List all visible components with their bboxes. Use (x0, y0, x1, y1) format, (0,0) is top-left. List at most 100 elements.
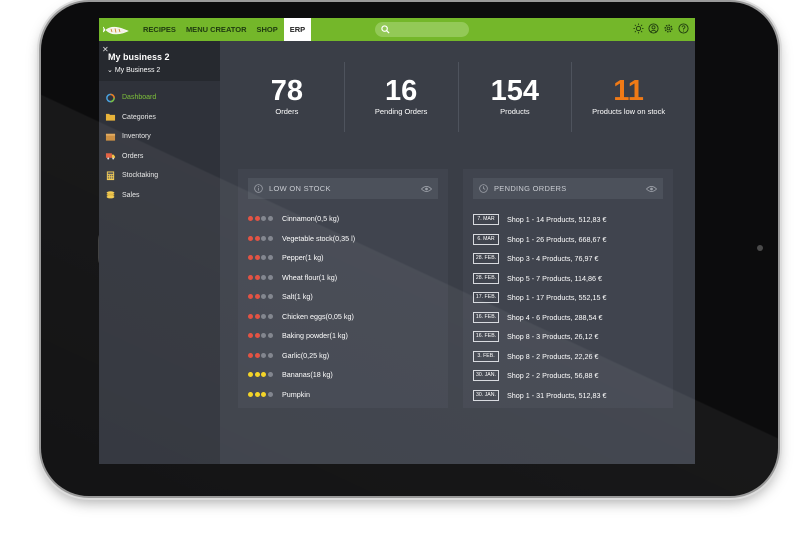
business-selector[interactable]: ⌄ My Business 2 (107, 67, 161, 74)
level-dot (267, 313, 273, 319)
user-icon[interactable] (648, 23, 659, 34)
level-dot (248, 391, 253, 397)
stock-level-indicator (248, 294, 276, 300)
stats-row: 78 Orders 16 Pending Orders 154 Products 11 Pro… (230, 62, 685, 132)
main-nav: RECIPES MENU CREATOR SHOP ERP (139, 18, 313, 41)
list-item[interactable]: Garlic(0,25 kg) (248, 346, 438, 366)
stat-card[interactable]: 78 Orders (230, 62, 344, 132)
pending-orders-list: 7. MAR Shop 1 - 14 Products, 512,83 € 6. M… (473, 210, 668, 405)
list-item[interactable]: Bananas(18 kg) (248, 365, 438, 385)
sidebar-item-label: Sales (122, 191, 140, 199)
stat-card[interactable]: 154 Products (457, 62, 572, 132)
list-item[interactable]: Chicken eggs(0,05 kg) (248, 307, 438, 327)
app-screen: RECIPES MENU CREATOR SHOP ERP (99, 18, 695, 464)
stat-value: 11 (613, 75, 644, 107)
stock-item-name: Bananas(18 kg) (282, 370, 333, 380)
level-dot (254, 313, 260, 319)
level-dot (267, 255, 273, 261)
list-item[interactable]: Vegetable stock(0,35 l) (248, 229, 438, 249)
gear-icon[interactable] (663, 23, 674, 34)
sidebar-item-dashboard[interactable]: Dashboard (99, 88, 220, 108)
date-badge: 30. JAN. (473, 389, 499, 401)
sidebar-item-sales[interactable]: Sales (99, 186, 220, 206)
stat-label: Pending Orders (374, 107, 428, 116)
list-item[interactable]: 30. JAN. Shop 1 - 31 Products, 512,83 € (473, 386, 668, 406)
list-item[interactable]: 16. FEB. Shop 8 - 3 Products, 26,12 € (473, 327, 668, 347)
level-dot (254, 216, 260, 222)
stat-card[interactable]: 16 Pending Orders (343, 62, 458, 132)
list-item[interactable]: Cinnamon(0,5 kg) (248, 209, 438, 229)
stock-level-indicator (248, 255, 276, 261)
level-dot (254, 255, 260, 261)
close-icon[interactable]: ✕ (102, 45, 109, 54)
level-dot (254, 235, 260, 241)
level-dot (261, 255, 266, 261)
list-item[interactable]: Baking powder(1 kg) (248, 326, 438, 346)
level-dot (267, 235, 273, 241)
stock-item-name: Garlic(0,25 kg) (282, 350, 330, 360)
date-badge: 16. FEB. (473, 311, 499, 323)
help-icon[interactable] (678, 23, 689, 34)
sidebar-item-categories[interactable]: Categories (99, 108, 220, 128)
eye-icon[interactable] (421, 185, 432, 193)
calculator-icon (106, 171, 115, 180)
level-dot (248, 216, 253, 222)
order-summary: Shop 1 - 26 Products, 668,67 € (507, 234, 607, 244)
level-dot (261, 333, 266, 339)
level-dot (254, 391, 260, 397)
sidebar-item-inventory[interactable]: Inventory (99, 127, 220, 147)
list-item[interactable]: Wheat flour(1 kg) (248, 268, 438, 288)
stock-level-indicator (248, 333, 276, 339)
level-dot (261, 391, 266, 397)
nav-item-menu-creator[interactable]: MENU CREATOR (185, 25, 247, 34)
stock-level-indicator (248, 235, 276, 241)
nav-item-shop[interactable]: SHOP (256, 25, 278, 34)
sidebar-item-orders[interactable]: Orders (99, 147, 220, 167)
pending-orders-header: PENDING ORDERS (473, 178, 663, 199)
order-summary: Shop 4 - 6 Products, 288,54 € (507, 312, 603, 322)
folder-icon (105, 114, 116, 121)
level-dot (248, 274, 253, 280)
nav-item-erp[interactable]: ERP (283, 18, 312, 41)
stat-card[interactable]: 11 Products low on stock (571, 62, 685, 132)
stock-level-indicator (248, 216, 276, 222)
list-item[interactable]: 28. FEB. Shop 5 - 7 Products, 114,86 € (473, 269, 668, 289)
level-dot (267, 333, 273, 339)
list-item[interactable]: 3. FEB. Shop 8 - 2 Products, 22,26 € (473, 347, 668, 367)
sidebar: ✕ My business 2 ⌄ My Business 2 Dashboar… (99, 41, 220, 464)
date-badge: 3. FEB. (473, 350, 499, 362)
level-dot (248, 313, 253, 319)
level-dot (267, 352, 273, 358)
list-item[interactable]: 17. FEB. Shop 1 - 17 Products, 552,15 € (473, 288, 668, 308)
nav-item-recipes[interactable]: RECIPES (143, 25, 176, 34)
date-badge: 30. JAN. (473, 370, 499, 382)
level-dot (254, 352, 260, 358)
eye-icon[interactable] (646, 185, 657, 193)
list-item[interactable]: 7. MAR Shop 1 - 14 Products, 512,83 € (473, 210, 668, 230)
sidebar-item-label: Orders (122, 152, 144, 160)
list-item[interactable]: 30. JAN. Shop 2 - 2 Products, 56,88 € (473, 366, 668, 386)
stat-value: 154 (490, 75, 540, 107)
low-stock-panel: LOW ON STOCK Cinnamon(0,5 kg) Vegetable s… (238, 169, 448, 408)
list-item[interactable]: Pumpkin (248, 385, 438, 405)
date-badge: 28. FEB. (473, 253, 499, 265)
date-badge: 6. MAR (473, 233, 499, 245)
search-input[interactable] (375, 22, 469, 37)
list-item[interactable]: 28. FEB. Shop 3 - 4 Products, 76,97 € (473, 249, 668, 269)
inventory-icon (105, 133, 116, 141)
level-dot (248, 255, 253, 261)
stock-item-name: Chicken eggs(0,05 kg) (282, 311, 354, 321)
list-item[interactable]: 6. MAR Shop 1 - 26 Products, 668,67 € (473, 230, 668, 250)
level-dot (248, 372, 253, 378)
level-dot (254, 333, 260, 339)
business-switcher[interactable]: ✕ My business 2 ⌄ My Business 2 (99, 41, 220, 81)
list-item[interactable]: 16. FEB. Shop 4 - 6 Products, 288,54 € (473, 308, 668, 328)
list-item[interactable]: Pepper(1 kg) (248, 248, 438, 268)
list-item[interactable]: Salt(1 kg) (248, 287, 438, 307)
stock-item-name: Baking powder(1 kg) (282, 331, 348, 341)
stock-item-name: Pumpkin (282, 389, 310, 399)
sun-icon[interactable] (633, 23, 644, 34)
sidebar-item-stocktaking[interactable]: Stocktaking (99, 166, 220, 186)
sidebar-menu: Dashboard Categories Inventory Orders Stockt… (99, 88, 220, 205)
carrot-logo-icon[interactable] (103, 21, 131, 38)
